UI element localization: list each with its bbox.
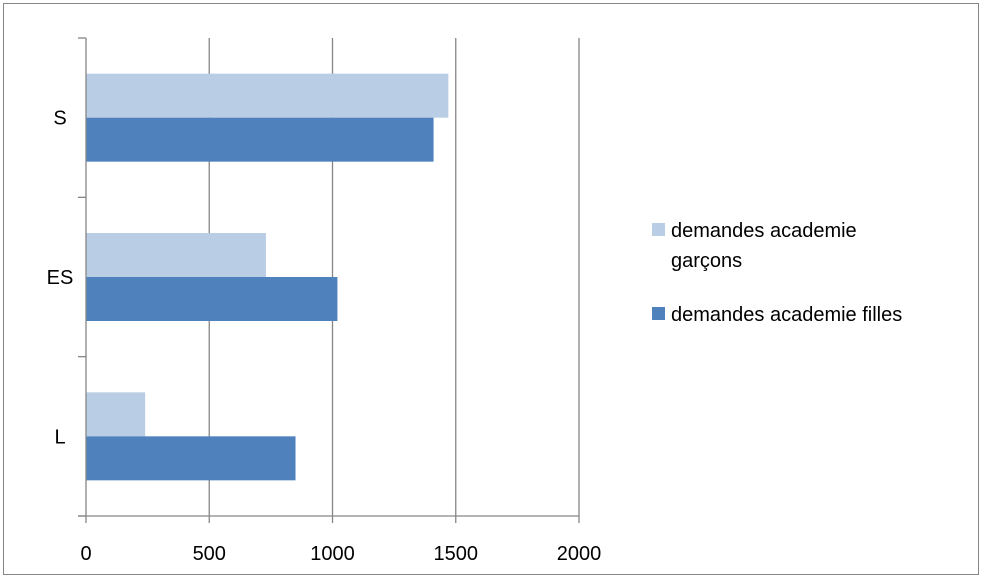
axes bbox=[78, 37, 580, 523]
legend-swatch-0 bbox=[652, 223, 665, 236]
bar-l-series-0 bbox=[86, 392, 146, 437]
y-category-label-es: ES bbox=[47, 267, 74, 289]
bar-es-series-0 bbox=[86, 233, 266, 277]
tick-labels: 0 500 1000 1500 2000 L ES S bbox=[47, 108, 602, 565]
x-tick-label-1500: 1500 bbox=[434, 543, 479, 565]
y-category-label-l: L bbox=[54, 426, 65, 448]
legend-swatch-1 bbox=[652, 307, 665, 320]
bar-es-series-1 bbox=[86, 277, 338, 321]
legend-label-0: demandes academie garçons bbox=[671, 220, 857, 272]
x-tick-label-2000: 2000 bbox=[557, 543, 602, 565]
bar-s-series-1 bbox=[86, 117, 434, 162]
x-tick-label-0: 0 bbox=[80, 543, 91, 565]
bar-s-series-0 bbox=[86, 73, 449, 118]
x-tick-label-1000: 1000 bbox=[310, 543, 355, 565]
y-category-label-s: S bbox=[53, 108, 66, 130]
bars bbox=[86, 73, 449, 481]
bar-l-series-1 bbox=[86, 436, 296, 481]
legend-label-1: demandes academie filles bbox=[671, 304, 902, 326]
x-tick-label-500: 500 bbox=[193, 543, 226, 565]
legend: demandes academie garçons demandes academi… bbox=[652, 220, 902, 326]
